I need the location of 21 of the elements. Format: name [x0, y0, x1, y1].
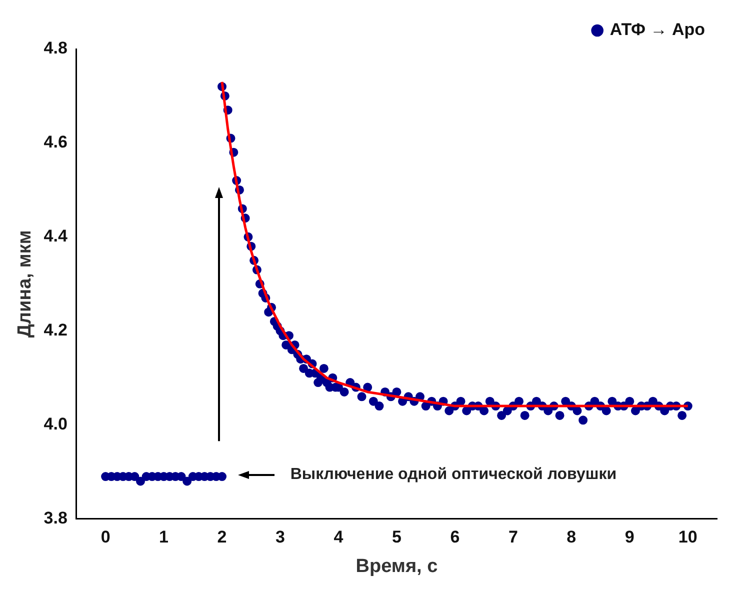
- y-tick-label: 4.0: [44, 414, 68, 434]
- x-tick-label: 8: [566, 528, 576, 547]
- x-tick-label: 2: [217, 528, 227, 547]
- x-tick-label: 6: [450, 528, 460, 547]
- y-tick-label: 3.8: [44, 508, 68, 528]
- x-tick-label: 4: [334, 528, 344, 547]
- x-tick-label: 5: [392, 528, 402, 547]
- y-tick-label: 4.4: [44, 226, 68, 246]
- x-tick-label: 10: [678, 528, 698, 547]
- legend-label: АТФ → Apo: [610, 20, 706, 40]
- x-tick-label: 9: [624, 528, 634, 547]
- annotation: Выключение одной оптической ловушки: [290, 466, 617, 484]
- x-tick-label: 0: [100, 528, 110, 547]
- x-tick-label: 1: [159, 528, 169, 547]
- y-axis-title: Длина, мкм: [14, 230, 36, 338]
- x-tick-label: 7: [508, 528, 518, 547]
- y-tick-label: 4.2: [44, 320, 68, 340]
- x-axis-title: Время, с: [356, 556, 438, 577]
- y-tick-label: 4.8: [44, 38, 68, 58]
- y-tick-label: 4.6: [44, 132, 68, 152]
- x-tick-label: 3: [276, 528, 285, 547]
